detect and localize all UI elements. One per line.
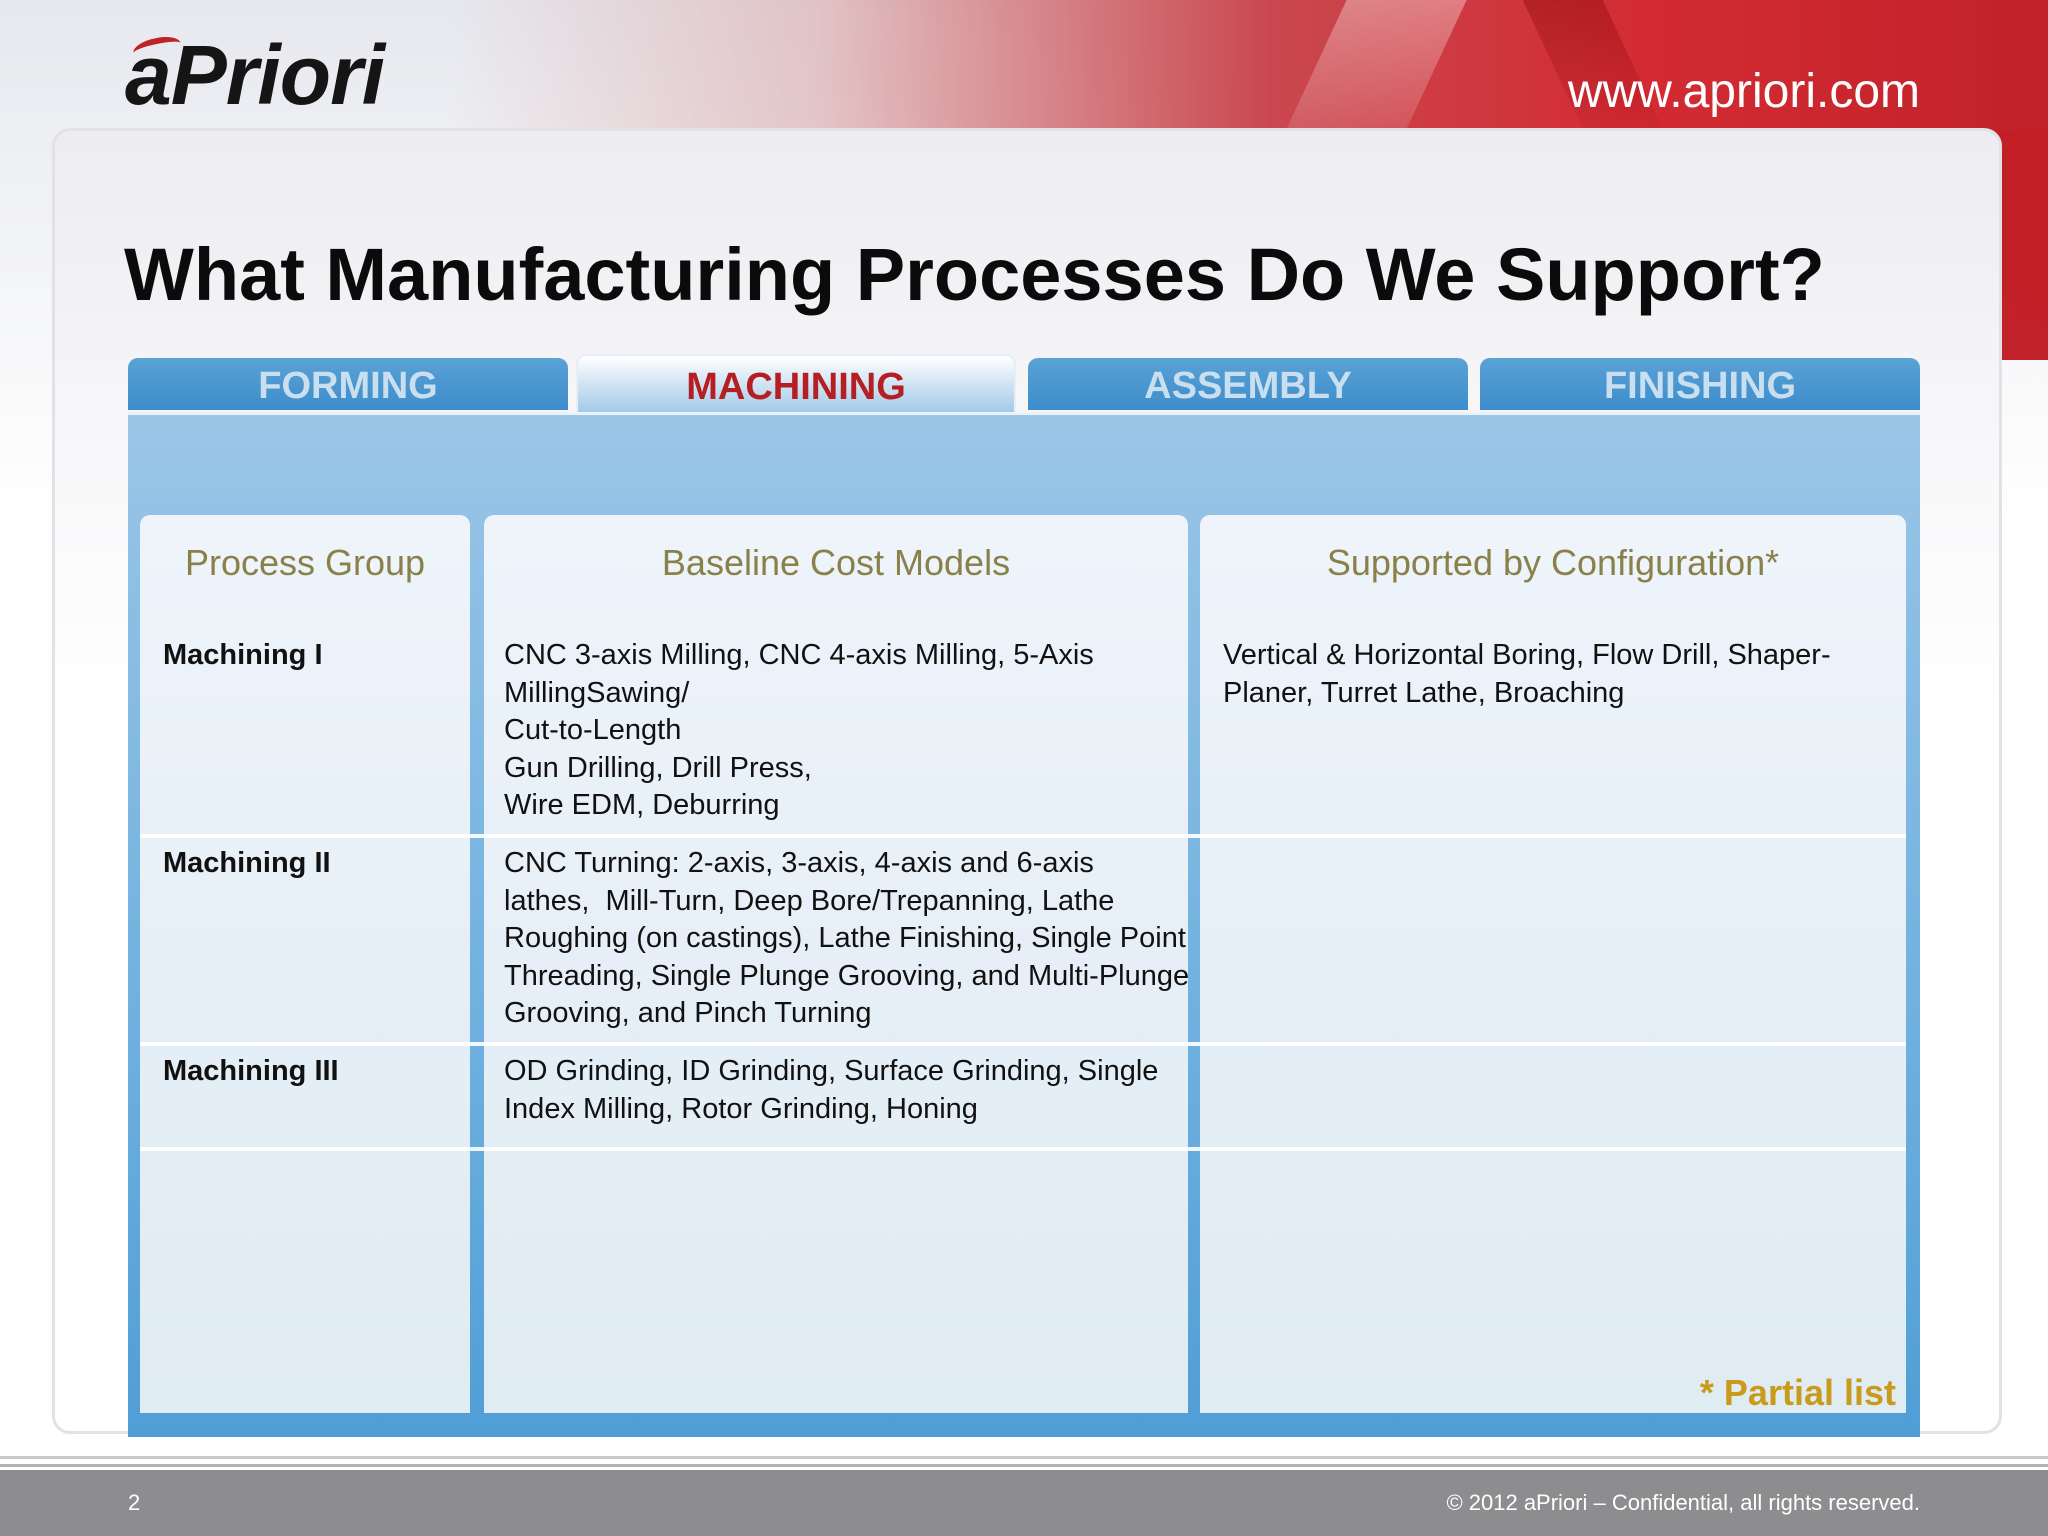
header-baseline-cost-models: Baseline Cost Models	[661, 542, 1011, 583]
column-baseline-cost-models: Baseline Cost Models	[484, 515, 1188, 1413]
column-supported-by-configuration: Supported by Configuration*	[1200, 515, 1906, 1413]
tab-assembly[interactable]: ASSEMBLY	[1028, 358, 1468, 410]
table-row-configuration: Vertical & Horizontal Boring, Flow Drill…	[1223, 637, 1831, 712]
footer-divider	[0, 1456, 2048, 1459]
baseline-line: CNC Turning: 2-axis, 3-axis, 4-axis and …	[504, 847, 1094, 879]
column-process-group: Process Group	[140, 515, 470, 1413]
table-row-group: Machining III	[163, 1055, 339, 1087]
footer-divider	[0, 1464, 2048, 1467]
table-row-baseline: CNC Turning: 2-axis, 3-axis, 4-axis and …	[504, 845, 1189, 1033]
table-row-baseline: OD Grinding, ID Grinding, Surface Grindi…	[504, 1053, 1158, 1128]
table-row-group: Machining II	[163, 847, 331, 879]
row-divider	[140, 1147, 1906, 1151]
baseline-line: MillingSawing/	[504, 676, 690, 709]
footer-bar	[0, 1470, 2048, 1536]
baseline-line: Cut-to-Length	[504, 714, 682, 746]
tab-forming[interactable]: FORMING	[128, 358, 568, 410]
table-row-baseline: CNC 3-axis Milling, CNC 4-axis Milling, …	[504, 637, 1094, 825]
baseline-line: Index Milling, Rotor Grinding, Honing	[504, 1092, 978, 1125]
table-row-group: Machining I	[163, 639, 323, 671]
baseline-line: Roughing (on castings), Lathe Finishing,…	[504, 922, 1186, 954]
row-divider	[140, 1042, 1906, 1046]
slide-title: What Manufacturing Processes Do We Suppo…	[124, 233, 1825, 316]
process-table: Process Group Baseline Cost Models Suppo…	[128, 412, 1920, 1437]
partial-list-note: * Partial list	[1699, 1372, 1896, 1413]
baseline-line: lathes, Mill-Turn, Deep Bore/Trepanning,…	[504, 884, 1115, 917]
tab-machining[interactable]: MACHINING	[576, 354, 1016, 414]
tab-finishing[interactable]: FINISHING	[1480, 358, 1920, 410]
baseline-line: CNC 3-axis Milling, CNC 4-axis Milling, …	[504, 639, 1094, 671]
configuration-line: Planer, Turret Lathe, Broaching	[1223, 676, 1625, 709]
baseline-line: Wire EDM, Deburring	[504, 789, 780, 821]
page-number: 2	[128, 1490, 141, 1515]
baseline-line: OD Grinding, ID Grinding, Surface Grindi…	[504, 1055, 1159, 1087]
logo-text: aPriori	[125, 28, 385, 122]
baseline-line: Gun Drilling, Drill Press,	[504, 751, 812, 784]
copyright-notice: © 2012 aPriori – Confidential, all right…	[1446, 1490, 1920, 1515]
baseline-line: Threading, Single Plunge Grooving, and M…	[504, 959, 1190, 992]
header-process-group: Process Group	[184, 542, 426, 583]
apriori-logo: aPriori	[125, 28, 385, 122]
header-supported-by-configuration: Supported by Configuration*	[1326, 542, 1780, 583]
configuration-line: Vertical & Horizontal Boring, Flow Drill…	[1223, 639, 1831, 671]
website-url: www.apriori.com	[1567, 65, 1920, 118]
row-divider	[140, 834, 1906, 838]
baseline-line: Grooving, and Pinch Turning	[504, 997, 872, 1029]
process-tabs: FORMING MACHINING ASSEMBLY FINISHING	[128, 354, 1920, 414]
